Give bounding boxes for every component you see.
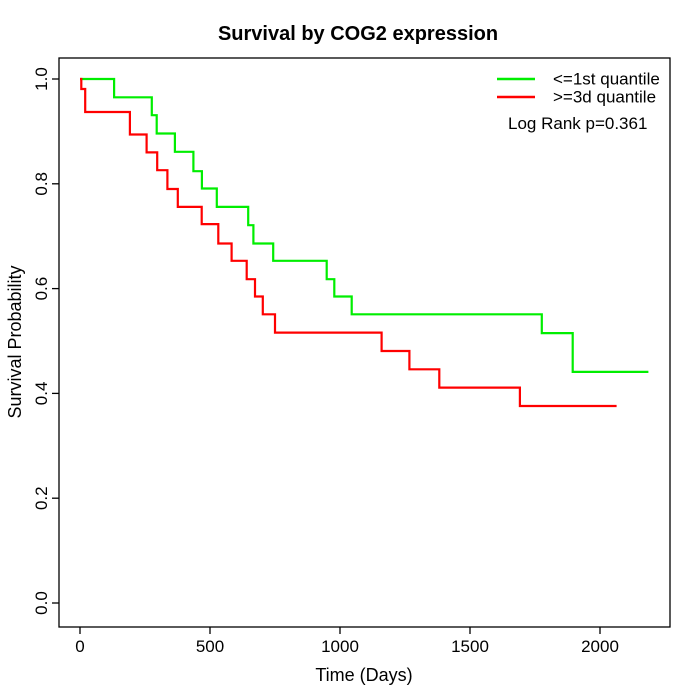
chart-title: Survival by COG2 expression [218, 23, 498, 45]
legend: <=1st quantile >=3d quantile Log Rank p=… [497, 70, 660, 133]
y-tick-label: 0.0 [32, 591, 51, 615]
km-curve-green [80, 77, 649, 373]
x-tick-label: 500 [196, 637, 224, 656]
x-tick-label: 0 [75, 637, 84, 656]
x-tick-label: 2000 [581, 637, 619, 656]
y-tick-label: 0.2 [32, 486, 51, 510]
legend-label-first-quantile: <=1st quantile [553, 70, 660, 89]
legend-label-third-quantile: >=3d quantile [553, 88, 656, 107]
y-tick-label: 1.0 [32, 67, 51, 91]
x-tick-label: 1500 [451, 637, 489, 656]
y-axis-label: Survival Probability [5, 265, 25, 418]
survival-curves [80, 77, 649, 408]
y-tick-label: 0.8 [32, 172, 51, 196]
y-tick-label: 0.4 [32, 382, 51, 406]
x-tick-label: 1000 [321, 637, 359, 656]
y-tick-label: 0.6 [32, 277, 51, 301]
x-axis-label: Time (Days) [315, 665, 412, 685]
log-rank-annotation: Log Rank p=0.361 [508, 114, 647, 133]
x-axis: 0 500 1000 1500 2000 [75, 627, 619, 656]
km-curve-red [80, 77, 617, 408]
plot-box [58, 57, 671, 628]
y-axis: 0.0 0.2 0.4 0.6 0.8 1.0 [32, 67, 59, 615]
